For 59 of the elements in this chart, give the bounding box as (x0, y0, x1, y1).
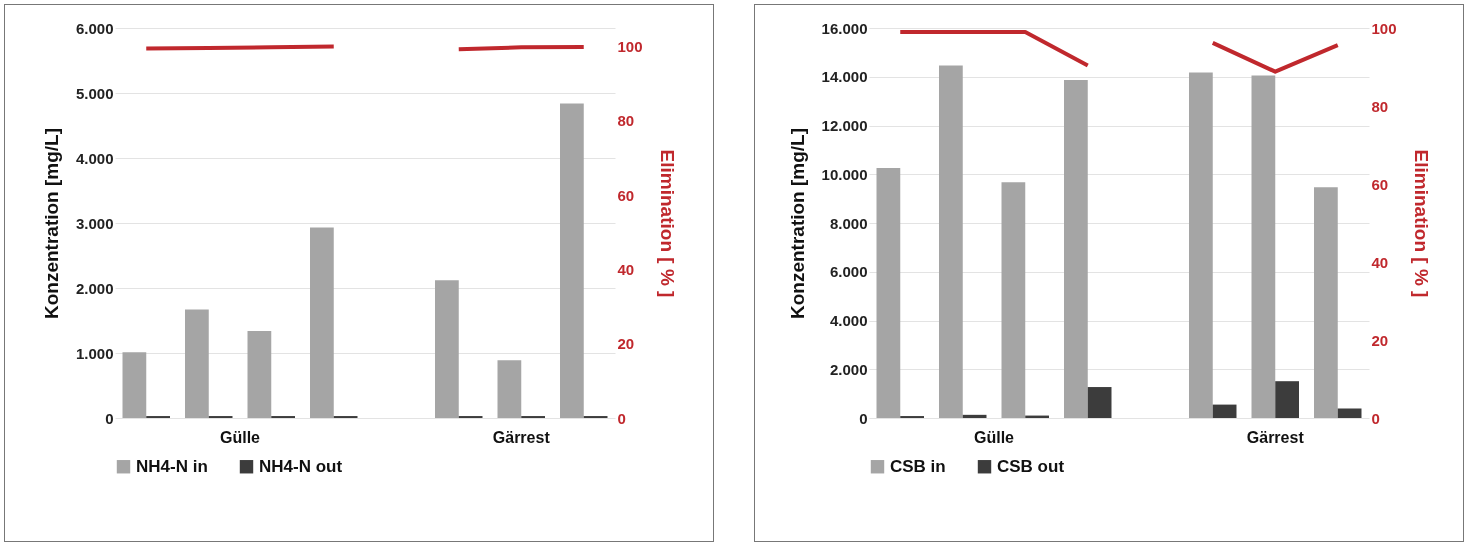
y-tick-label: 12.000 (821, 117, 868, 134)
y-tick-label: 6.000 (829, 263, 868, 281)
y2-tick-label: 80 (617, 112, 635, 130)
y-tick-label: 6.000 (75, 19, 114, 37)
bar (122, 352, 147, 418)
bar (1314, 187, 1338, 418)
bar (962, 414, 987, 418)
y-axis-title: Konzentration [mg/L] (786, 127, 808, 320)
text: Gärrest (1246, 429, 1305, 446)
y-tick-label: 1.000 (75, 344, 114, 362)
y-tick-label: 4.000 (75, 149, 114, 167)
legend-label: CSB in (890, 456, 946, 476)
text: Gülle (973, 429, 1015, 446)
bar (1064, 79, 1088, 418)
y-tick-label: 3.000 (75, 214, 114, 232)
bar (1275, 381, 1299, 418)
bar (185, 309, 209, 418)
y2-tick-label: 40 (617, 260, 635, 278)
y-tick-label: 14.000 (821, 68, 868, 86)
bar (1001, 182, 1026, 418)
y2-tick-label: 100 (617, 38, 643, 56)
y-axis-title: Konzentration [mg/L] (40, 127, 62, 320)
y-tick-label: 0 (859, 409, 868, 427)
bar (560, 103, 584, 418)
y2-tick-label: 0 (1371, 409, 1380, 427)
bar (939, 65, 963, 418)
y-tick-label: 8.000 (829, 214, 868, 232)
y-tick-label: 0 (105, 409, 114, 427)
y2-axis-title: Elimination [ % ] (656, 149, 678, 298)
y2-tick-label: 60 (617, 186, 635, 204)
bar (1251, 75, 1276, 418)
text: Gärrest (492, 429, 551, 446)
y2-tick-label: 20 (617, 335, 635, 353)
y-tick-label: 5.000 (75, 84, 114, 102)
bar (1337, 408, 1362, 418)
y2-tick-label: 0 (617, 409, 626, 427)
y2-tick-label: 60 (1371, 175, 1389, 193)
y2-axis-title: Elimination [ % ] (1410, 149, 1432, 298)
y2-tick-label: 20 (1371, 331, 1389, 349)
text: Gülle (219, 429, 261, 446)
y2-tick-label: 80 (1371, 97, 1389, 115)
y-tick-label: 2.000 (829, 360, 868, 378)
bar (497, 360, 522, 418)
legend-label: NH4-N in (136, 456, 208, 476)
bar (876, 167, 901, 418)
y-tick-label: 10.000 (821, 165, 868, 183)
bar (435, 280, 459, 418)
legend-label: CSB out (997, 456, 1065, 476)
y2-tick-label: 40 (1371, 253, 1389, 271)
bar (1189, 72, 1213, 418)
bar (247, 330, 272, 418)
legend-label: NH4-N out (259, 456, 343, 476)
bar (310, 227, 334, 418)
bar (1087, 387, 1112, 418)
y-tick-label: 16.000 (821, 19, 868, 37)
bar (1212, 404, 1237, 418)
y-tick-label: 2.000 (75, 279, 114, 297)
y-tick-label: 4.000 (829, 312, 868, 329)
y2-tick-label: 100 (1371, 19, 1397, 37)
